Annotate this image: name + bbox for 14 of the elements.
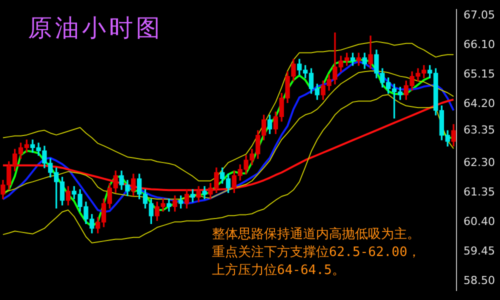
- annotation: 重点关注下方支撑位62.5-62.00，: [212, 244, 420, 262]
- y-tick-label: 64.20: [464, 97, 496, 110]
- chart-title: 原油小时图: [28, 15, 163, 44]
- annotation: 上方压力位64-64.5。: [212, 262, 346, 280]
- y-tick-label: 59.45: [464, 244, 496, 258]
- y-tick-label: 60.40: [464, 215, 496, 228]
- annotation: 整体思路保持通道内高抛低吸为主。: [212, 226, 420, 244]
- y-tick-label: 61.35: [464, 186, 496, 199]
- y-tick-label: 63.35: [464, 123, 496, 136]
- y-tick-label: 65.15: [464, 68, 496, 81]
- y-tick-label: 67.05: [464, 8, 496, 22]
- y-tick-label: 62.30: [464, 156, 496, 170]
- y-tick-label: 66.10: [464, 38, 496, 52]
- y-tick-label: 58.50: [464, 274, 496, 287]
